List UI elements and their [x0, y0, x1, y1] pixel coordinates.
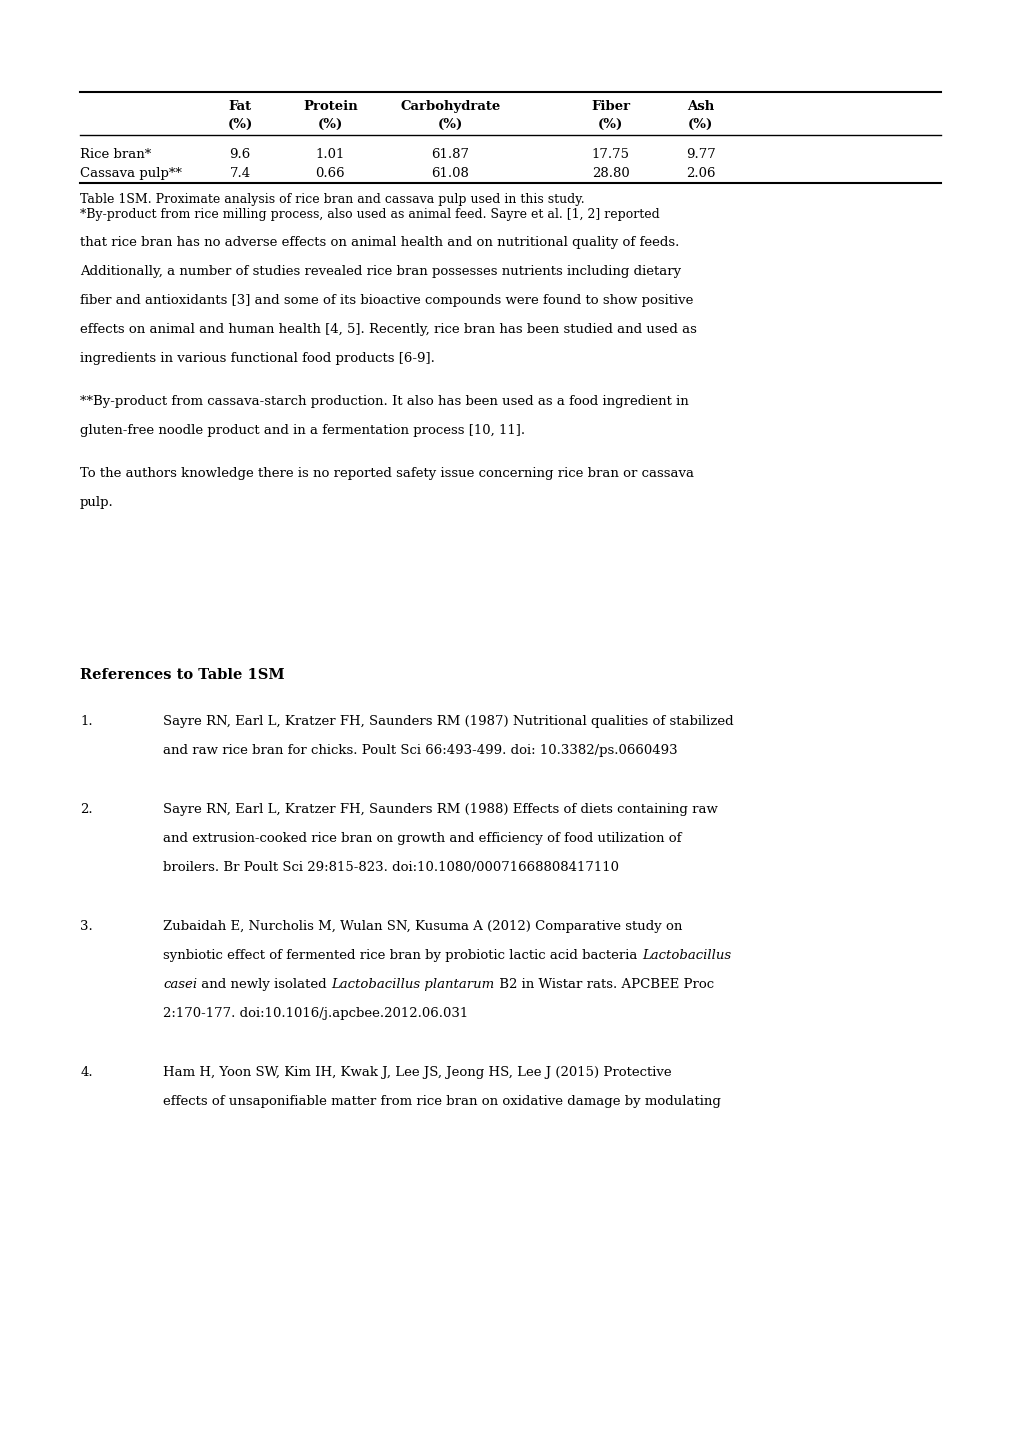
Text: 0.66: 0.66 [315, 167, 344, 180]
Text: Zubaidah E, Nurcholis M, Wulan SN, Kusuma A (2012) Comparative study on: Zubaidah E, Nurcholis M, Wulan SN, Kusum… [163, 921, 682, 934]
Text: Ham H, Yoon SW, Kim IH, Kwak J, Lee JS, Jeong HS, Lee J (2015) Protective: Ham H, Yoon SW, Kim IH, Kwak J, Lee JS, … [163, 1066, 672, 1079]
Text: 61.08: 61.08 [431, 167, 469, 180]
Text: ingredients in various functional food products [6-9].: ingredients in various functional food p… [81, 352, 434, 365]
Text: (%): (%) [437, 118, 463, 131]
Text: To the authors knowledge there is no reported safety issue concerning rice bran : To the authors knowledge there is no rep… [81, 468, 693, 481]
Text: 3.: 3. [81, 921, 93, 934]
Text: 2:170-177. doi:10.1016/j.apcbee.2012.06.031: 2:170-177. doi:10.1016/j.apcbee.2012.06.… [163, 1007, 468, 1020]
Text: 61.87: 61.87 [431, 149, 469, 162]
Text: effects on animal and human health [4, 5]. Recently, rice bran has been studied : effects on animal and human health [4, 5… [81, 323, 696, 336]
Text: 17.75: 17.75 [591, 149, 629, 162]
Text: and extrusion-cooked rice bran on growth and efficiency of food utilization of: and extrusion-cooked rice bran on growth… [163, 833, 681, 846]
Text: Ash: Ash [687, 100, 713, 113]
Text: effects of unsaponifiable matter from rice bran on oxidative damage by modulatin: effects of unsaponifiable matter from ri… [163, 1095, 720, 1108]
Text: that rice bran has no adverse effects on animal health and on nutritional qualit: that rice bran has no adverse effects on… [81, 237, 679, 250]
Text: 28.80: 28.80 [591, 167, 629, 180]
Text: pulp.: pulp. [81, 496, 114, 509]
Text: 7.4: 7.4 [229, 167, 251, 180]
Text: **By-product from cassava-starch production. It also has been used as a food ing: **By-product from cassava-starch product… [81, 395, 688, 408]
Text: B2 in Wistar rats. APCBEE Proc: B2 in Wistar rats. APCBEE Proc [494, 978, 713, 991]
Text: (%): (%) [317, 118, 342, 131]
Text: Lactobacillus plantarum: Lactobacillus plantarum [331, 978, 494, 991]
Text: Protein: Protein [303, 100, 358, 113]
Text: 9.6: 9.6 [229, 149, 251, 162]
Text: Sayre RN, Earl L, Kratzer FH, Saunders RM (1988) Effects of diets containing raw: Sayre RN, Earl L, Kratzer FH, Saunders R… [163, 802, 717, 815]
Text: Additionally, a number of studies revealed rice bran possesses nutrients includi: Additionally, a number of studies reveal… [81, 266, 681, 278]
Text: 2.: 2. [81, 802, 93, 815]
Text: Lactobacillus: Lactobacillus [642, 949, 731, 962]
Text: gluten-free noodle product and in a fermentation process [10, 11].: gluten-free noodle product and in a ferm… [81, 424, 525, 437]
Text: (%): (%) [597, 118, 623, 131]
Text: Rice bran*: Rice bran* [81, 149, 151, 162]
Text: fiber and antioxidants [3] and some of its bioactive compounds were found to sho: fiber and antioxidants [3] and some of i… [81, 294, 693, 307]
Text: Cassava pulp**: Cassava pulp** [81, 167, 181, 180]
Text: References to Table 1SM: References to Table 1SM [81, 668, 284, 683]
Text: 1.01: 1.01 [315, 149, 344, 162]
Text: Fiber: Fiber [590, 100, 630, 113]
Text: synbiotic effect of fermented rice bran by probiotic lactic acid bacteria: synbiotic effect of fermented rice bran … [163, 949, 641, 962]
Text: Sayre RN, Earl L, Kratzer FH, Saunders RM (1987) Nutritional qualities of stabil: Sayre RN, Earl L, Kratzer FH, Saunders R… [163, 714, 733, 729]
Text: (%): (%) [227, 118, 253, 131]
Text: broilers. Br Poult Sci 29:815-823. doi:10.1080/00071668808417110: broilers. Br Poult Sci 29:815-823. doi:1… [163, 861, 619, 874]
Text: Fat: Fat [228, 100, 252, 113]
Text: 9.77: 9.77 [685, 149, 715, 162]
Text: 4.: 4. [81, 1066, 93, 1079]
Text: and newly isolated: and newly isolated [197, 978, 331, 991]
Text: and raw rice bran for chicks. Poult Sci 66:493-499. doi: 10.3382/ps.0660493: and raw rice bran for chicks. Poult Sci … [163, 745, 677, 758]
Text: (%): (%) [688, 118, 712, 131]
Text: *By-product from rice milling process, also used as animal feed. Sayre et al. [1: *By-product from rice milling process, a… [81, 208, 659, 221]
Text: Table 1SM. Proximate analysis of rice bran and cassava pulp used in this study.: Table 1SM. Proximate analysis of rice br… [81, 193, 584, 206]
Text: 1.: 1. [81, 714, 93, 729]
Text: Carbohydrate: Carbohydrate [399, 100, 500, 113]
Text: casei: casei [163, 978, 197, 991]
Text: 2.06: 2.06 [685, 167, 714, 180]
